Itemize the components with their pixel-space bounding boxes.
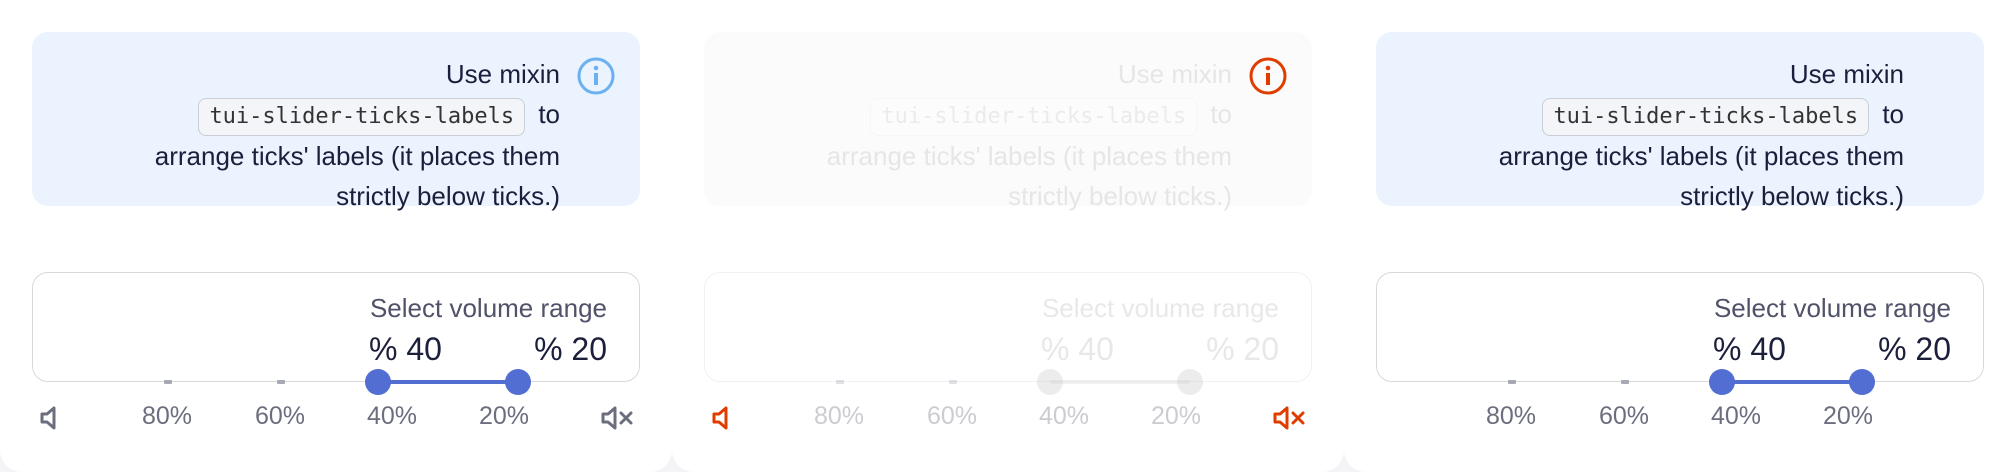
range-value-to: 20 % [1206, 331, 1279, 367]
notice-prefix: Use mixin [1789, 59, 1904, 89]
slider-thumb-start [1037, 369, 1063, 395]
tick-label: 40% [1710, 402, 1762, 430]
tick-label: 40% [366, 402, 418, 430]
volume-range-field: Select volume range 20 % 40 % [704, 272, 1312, 382]
notice-prefix: Use mixin [445, 59, 560, 89]
notice-text: to arrange ticks' labels (it places them… [1498, 99, 1904, 211]
slider-thumb-end[interactable] [505, 369, 531, 395]
slider-thumb-start[interactable] [1709, 369, 1735, 395]
field-label: Select volume range [369, 293, 607, 323]
demo-panel-disabled: Use mixin tui-slider-ticks-labels to arr… [672, 0, 1344, 472]
notice-text: to arrange ticks' labels (it places them… [826, 99, 1232, 211]
tick-label: 80% [141, 402, 193, 430]
field-label: Select volume range [1041, 293, 1279, 323]
slider-tick [1621, 380, 1629, 384]
notice-prefix: Use mixin [1117, 59, 1232, 89]
slider-thumb-end [1177, 369, 1203, 395]
tick-label: 80% [813, 402, 865, 430]
slider-range-fill [378, 380, 518, 384]
info-icon [1249, 57, 1287, 95]
tick-label: 20% [1150, 402, 1202, 430]
info-icon [577, 57, 615, 95]
notice-code: tui-slider-ticks-labels [870, 98, 1198, 136]
slider-tick [836, 380, 844, 384]
notice-text: to arrange ticks' labels (it places them… [154, 99, 560, 211]
range-value-to: 20 % [1878, 331, 1951, 367]
slider-tick [949, 380, 957, 384]
tick-label: 60% [926, 402, 978, 430]
notice-code: tui-slider-ticks-labels [198, 98, 526, 136]
volume-low-icon [40, 406, 56, 430]
slider-tick [277, 380, 285, 384]
demo-panel-default: Use mixin tui-slider-ticks-labels to arr… [0, 0, 672, 472]
tick-label: 80% [1485, 402, 1537, 430]
slider-thumb-start[interactable] [365, 369, 391, 395]
notice-box: Use mixin tui-slider-ticks-labels to arr… [704, 32, 1312, 211]
notice-code: tui-slider-ticks-labels [1542, 98, 1870, 136]
range-value-from: 40 % [369, 331, 442, 367]
notice-box: Use mixin tui-slider-ticks-labels to arr… [1376, 32, 1984, 211]
slider-tick [164, 380, 172, 384]
field-label: Select volume range [1713, 293, 1951, 323]
volume-low-icon [712, 406, 728, 430]
demo-panel-default-2: Use mixin tui-slider-ticks-labels to arr… [1344, 0, 2016, 472]
tick-label: 20% [478, 402, 530, 430]
slider-tick [1508, 380, 1516, 384]
tick-label: 40% [1038, 402, 1090, 430]
slider-range-fill [1050, 380, 1190, 384]
tick-label: 20% [1822, 402, 1874, 430]
range-value-from: 40 % [1713, 331, 1786, 367]
slider-thumb-end[interactable] [1849, 369, 1875, 395]
volume-mute-icon [601, 406, 633, 430]
volume-mute-icon [1273, 406, 1305, 430]
tick-label: 60% [1598, 402, 1650, 430]
volume-range-field[interactable]: Select volume range 20 % 40 % [32, 272, 640, 382]
range-value-from: 40 % [1041, 331, 1114, 367]
slider-range-fill [1722, 380, 1862, 384]
volume-range-field[interactable]: Select volume range 20 % 40 % [1376, 272, 1984, 382]
range-value-to: 20 % [534, 331, 607, 367]
notice-box: Use mixin tui-slider-ticks-labels to arr… [32, 32, 640, 211]
tick-label: 60% [254, 402, 306, 430]
